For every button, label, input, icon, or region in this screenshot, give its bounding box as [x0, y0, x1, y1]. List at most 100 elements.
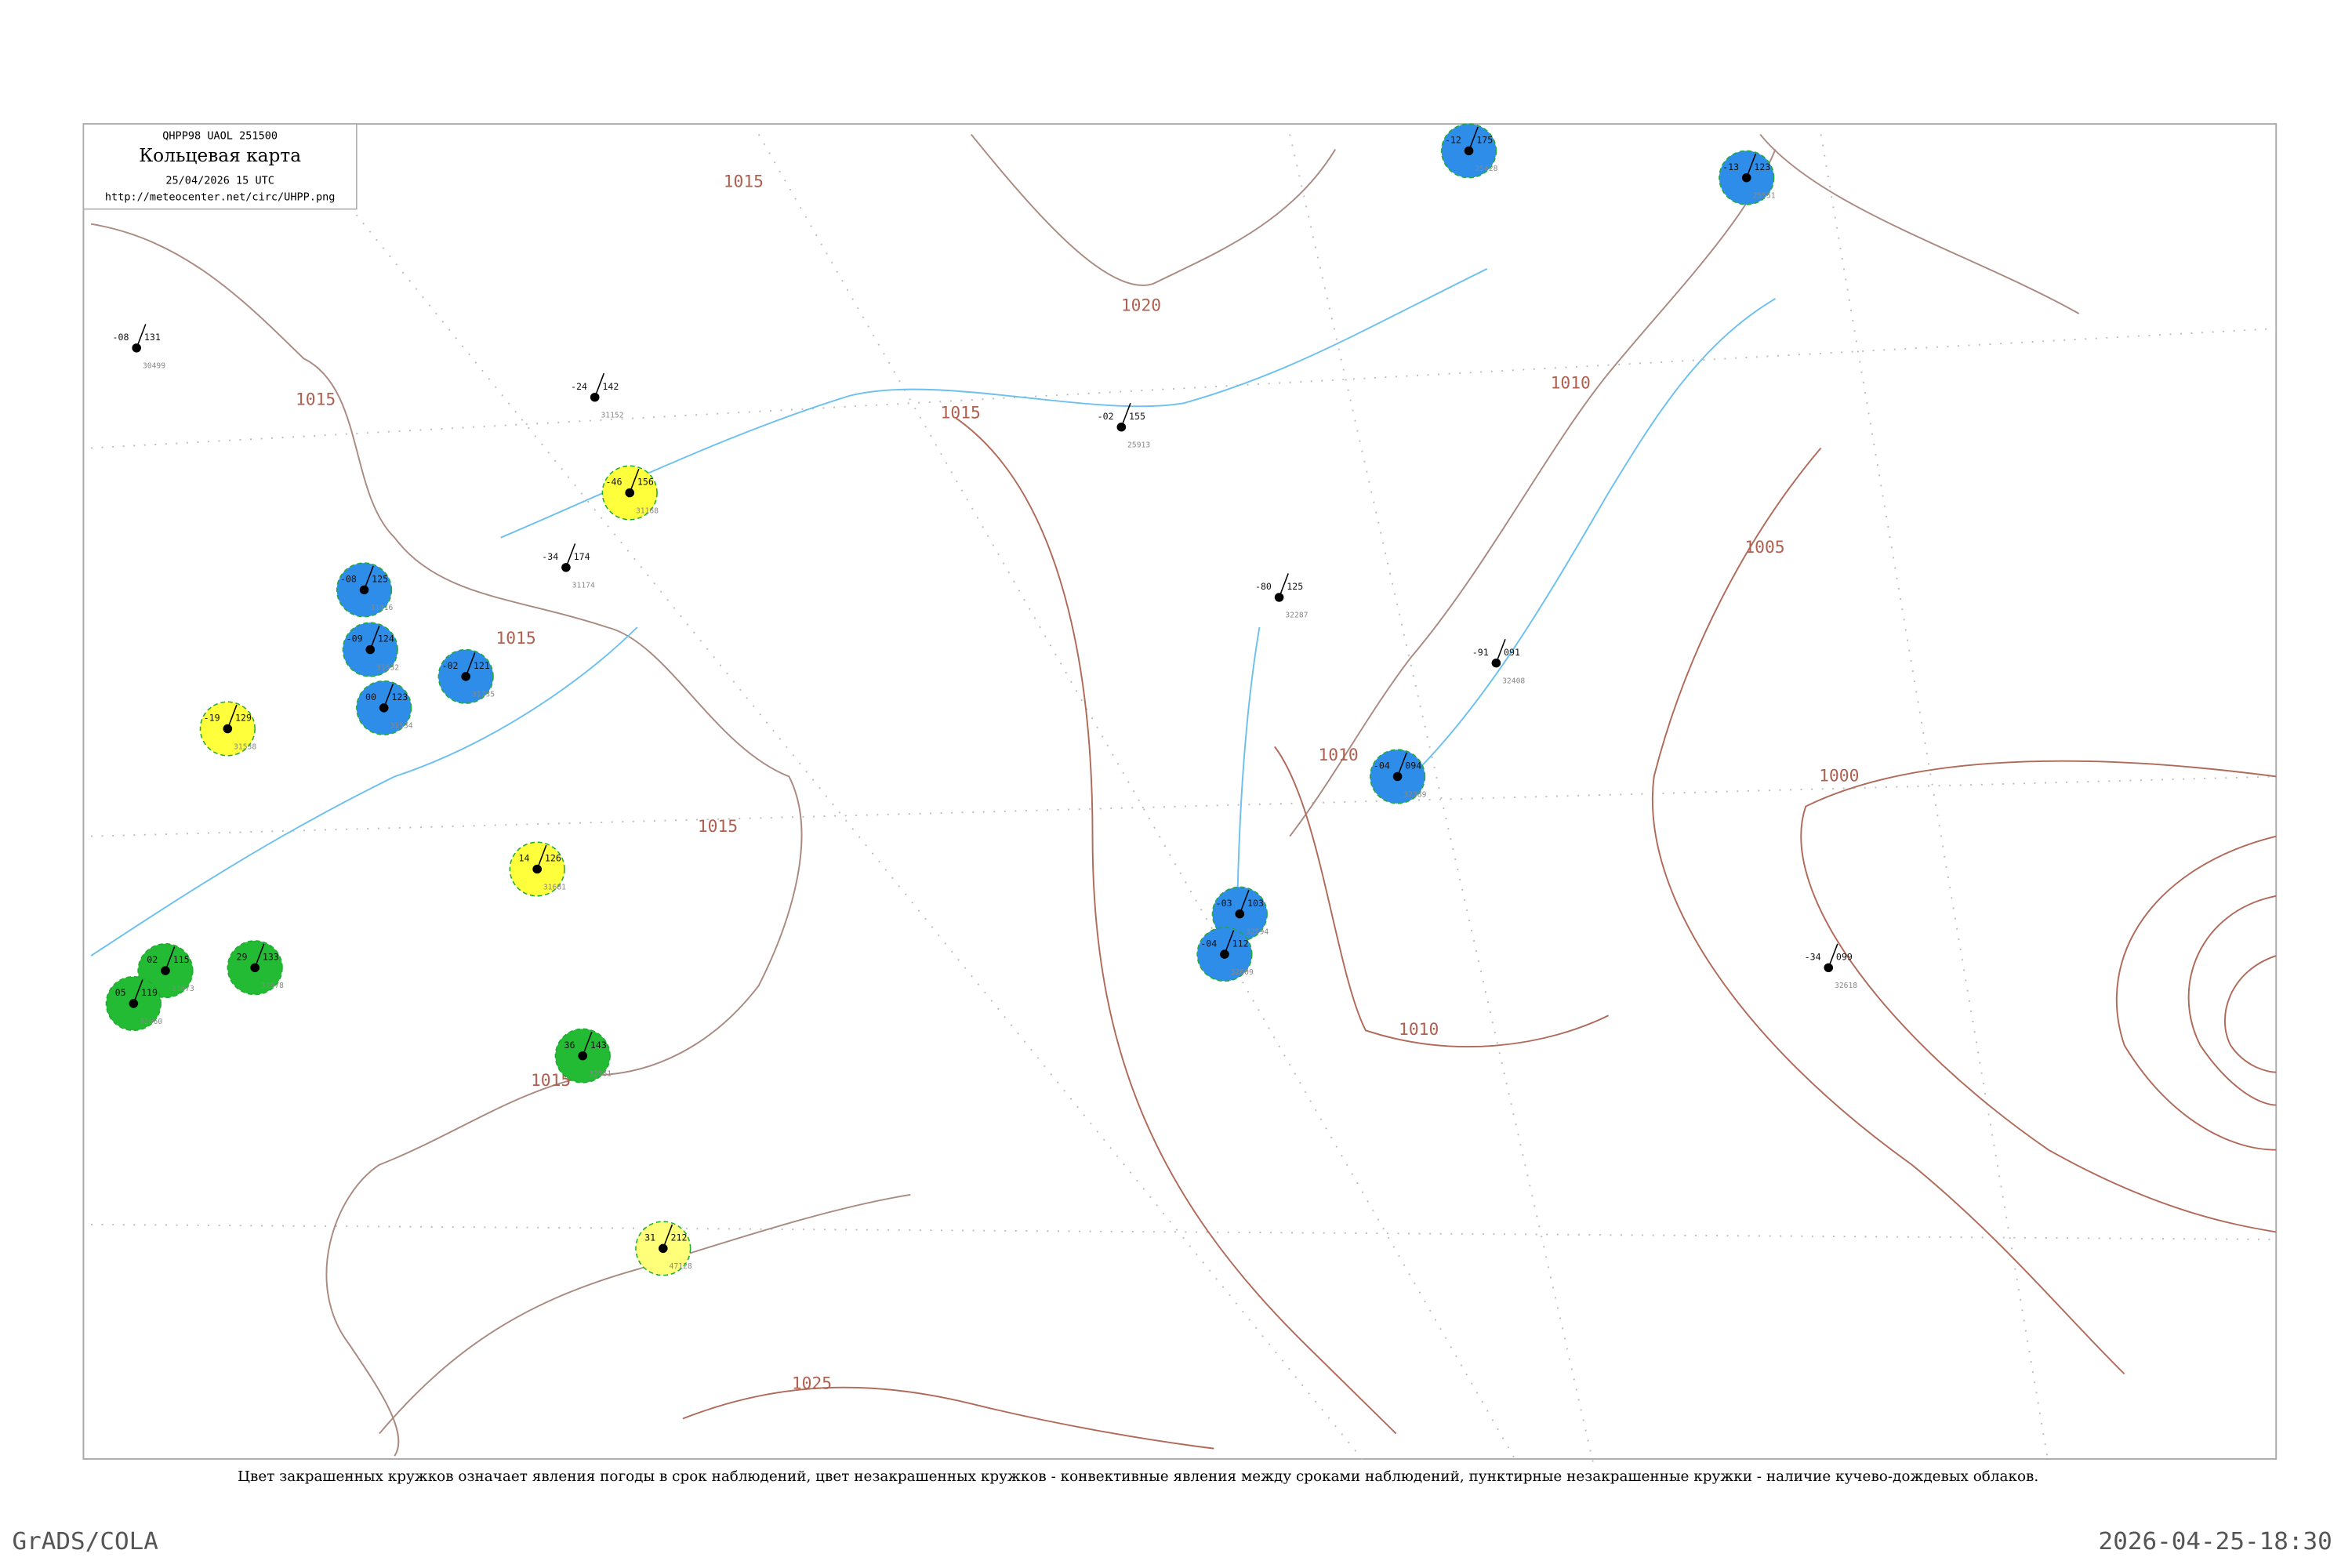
footer-right: 2026-04-25-18:30: [2099, 1527, 2332, 1555]
station-temp: -91: [1472, 647, 1489, 658]
station-pressure: 129: [235, 713, 252, 724]
station-dot: [578, 1051, 588, 1061]
station-index: 47128: [670, 1262, 692, 1271]
station-dot: [1116, 423, 1127, 432]
graticule: [91, 133, 2277, 1465]
caption: Цвет закрашенных кружков означает явлени…: [238, 1468, 2038, 1485]
station-pressure: 133: [263, 952, 279, 963]
station-pressure: 115: [173, 954, 190, 965]
station-temp: -04: [1374, 760, 1390, 771]
station-temp: -08: [113, 332, 129, 343]
station-index: 31960: [140, 1018, 162, 1026]
station-index: 32061: [589, 1070, 612, 1079]
isobar-label: 1015: [724, 171, 764, 191]
station-pressure: 155: [1129, 411, 1145, 422]
station-index: 32618: [1835, 982, 1857, 990]
station-pressure: 126: [545, 853, 561, 864]
station-pressure: 103: [1247, 898, 1264, 909]
station-temp: 31: [644, 1232, 655, 1243]
station-index: 31532: [376, 663, 399, 672]
station-index: 31152: [601, 412, 623, 420]
station-pressure: 112: [1232, 938, 1249, 949]
station-index: 25913: [1127, 441, 1150, 450]
station-temp: -19: [204, 713, 220, 724]
header-code: QHPP98 UAOL 251500: [162, 130, 278, 142]
station-index: 32389: [1403, 790, 1426, 799]
header-url: http://meteocenter.net/circ/UHPP.png: [105, 191, 336, 203]
station-index: 31416: [370, 604, 393, 612]
station-temp: 14: [518, 853, 529, 864]
wind-barb: [254, 943, 265, 968]
rivers: [90, 268, 1777, 971]
station-temp: -34: [1805, 952, 1821, 963]
station-dot: [1392, 771, 1403, 782]
station-pressure: 174: [574, 551, 590, 562]
station-temp: 29: [236, 952, 247, 963]
station-temp: -03: [1216, 898, 1232, 909]
station-index: 31735: [472, 691, 495, 699]
station-dot: [1235, 909, 1245, 919]
station-pressure: 212: [670, 1232, 687, 1243]
station-temp: -08: [340, 574, 357, 585]
station-pressure: 124: [378, 633, 394, 644]
station-index: 31681: [543, 883, 566, 891]
station-pressure: 175: [1476, 135, 1493, 146]
wind-barb: [1468, 126, 1479, 151]
isobar-label: 1005: [1744, 537, 1784, 557]
wind-barb: [165, 946, 176, 971]
isobar-label: 1025: [792, 1374, 832, 1393]
isobar-labels: 1015 1015 1015 1015 1015 1020 1010 1010 1010 1005…: [296, 171, 1859, 1392]
station-temp: -24: [571, 381, 587, 392]
wind-barb: [536, 844, 547, 869]
station-index: 32408: [1502, 677, 1525, 686]
station-index: 31534: [390, 722, 412, 731]
station-temp: -02: [442, 660, 459, 671]
station-pressure: 094: [1405, 760, 1421, 771]
station-dot: [129, 999, 139, 1008]
header-box: QHPP98 UAOL 251500 Кольцевая карта 25/04…: [82, 123, 358, 210]
station-pressure: 125: [1287, 581, 1303, 592]
wind-barb: [662, 1224, 673, 1249]
station-index: 31978: [261, 982, 284, 990]
isobar-label: 1015: [296, 390, 336, 409]
station-pressure: 119: [141, 987, 158, 998]
station-temp: 00: [365, 691, 376, 702]
station-index: 31538: [234, 742, 256, 751]
wind-barb: [383, 684, 394, 709]
header-date: 25/04/2026 15 UTC: [165, 176, 274, 187]
wind-barb: [363, 565, 374, 590]
wind-barb: [369, 625, 380, 650]
isobar-label: 1010: [1551, 373, 1591, 393]
station-index: 31168: [636, 506, 659, 515]
station-dot: [461, 672, 470, 681]
isobar-label: 1015: [941, 403, 981, 423]
station-temp: -09: [347, 633, 363, 644]
isobar-label: 1015: [495, 628, 535, 648]
isobar-label: 1000: [1819, 766, 1859, 786]
station-index: 30499: [143, 362, 165, 371]
station-temp: -13: [1722, 162, 1739, 172]
station-dot: [532, 864, 542, 874]
station-temp: 05: [115, 987, 126, 998]
station-dot: [379, 703, 389, 713]
station-temp: -02: [1098, 411, 1114, 422]
isobar-label: 1015: [698, 816, 738, 836]
wind-barb: [582, 1031, 593, 1056]
wind-barb: [1495, 638, 1506, 663]
station-index: 31873: [172, 985, 194, 993]
station-pressure: 091: [1504, 647, 1520, 658]
wind-barb: [227, 704, 238, 729]
wind-barb: [132, 979, 143, 1004]
wind-barb: [136, 324, 147, 349]
wind-barb: [629, 468, 640, 493]
station-pressure: 156: [637, 477, 654, 488]
station-dot: [359, 585, 369, 595]
station-temp: -80: [1255, 581, 1272, 592]
station-pressure: 121: [474, 660, 490, 671]
station-index: 25551: [1752, 192, 1775, 201]
header-title: Кольцевая карта: [139, 146, 301, 166]
isobar-label: 1010: [1318, 745, 1358, 764]
station-pressure: 123: [1754, 162, 1770, 172]
